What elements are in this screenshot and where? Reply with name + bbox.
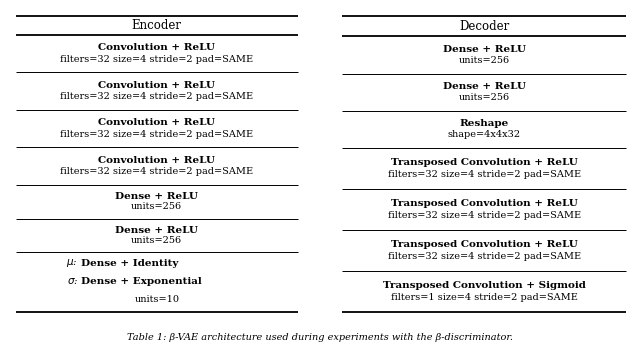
Text: filters=32 size=4 stride=2 pad=SAME: filters=32 size=4 stride=2 pad=SAME [388,211,580,220]
Text: Reshape: Reshape [460,119,509,128]
Text: filters=32 size=4 stride=2 pad=SAME: filters=32 size=4 stride=2 pad=SAME [60,55,253,64]
Text: filters=32 size=4 stride=2 pad=SAME: filters=32 size=4 stride=2 pad=SAME [388,170,580,179]
Text: Convolution + ReLU: Convolution + ReLU [99,156,215,165]
Text: units=256: units=256 [131,202,182,211]
Text: Dense + Identity: Dense + Identity [81,259,179,268]
Text: shape=4x4x32: shape=4x4x32 [447,130,521,139]
Text: Transposed Convolution + ReLU: Transposed Convolution + ReLU [391,240,577,249]
Text: Decoder: Decoder [459,20,509,33]
Text: $\sigma$:: $\sigma$: [67,276,78,286]
Text: Dense + ReLU: Dense + ReLU [443,45,525,54]
Text: filters=32 size=4 stride=2 pad=SAME: filters=32 size=4 stride=2 pad=SAME [60,167,253,176]
Text: Dense + ReLU: Dense + ReLU [115,226,198,235]
Text: Transposed Convolution + ReLU: Transposed Convolution + ReLU [391,157,577,167]
Text: filters=32 size=4 stride=2 pad=SAME: filters=32 size=4 stride=2 pad=SAME [388,252,580,261]
Text: Dense + ReLU: Dense + ReLU [443,82,525,91]
Text: Dense + Exponential: Dense + Exponential [81,277,202,286]
Text: filters=1 size=4 stride=2 pad=SAME: filters=1 size=4 stride=2 pad=SAME [391,293,577,303]
Text: filters=32 size=4 stride=2 pad=SAME: filters=32 size=4 stride=2 pad=SAME [60,130,253,139]
Text: Dense + ReLU: Dense + ReLU [115,192,198,201]
Text: filters=32 size=4 stride=2 pad=SAME: filters=32 size=4 stride=2 pad=SAME [60,92,253,101]
Text: Convolution + ReLU: Convolution + ReLU [99,43,215,52]
Text: Transposed Convolution + ReLU: Transposed Convolution + ReLU [391,199,577,208]
Text: units=256: units=256 [459,56,509,65]
Text: $\mu$:: $\mu$: [67,257,78,269]
Text: Table 1: β-VAE architecture used during experiments with the β-discriminator.: Table 1: β-VAE architecture used during … [127,333,513,342]
Text: units=256: units=256 [459,93,509,102]
Text: Convolution + ReLU: Convolution + ReLU [99,118,215,127]
Text: Encoder: Encoder [132,19,182,32]
Text: Transposed Convolution + Sigmoid: Transposed Convolution + Sigmoid [383,281,586,290]
Text: units=256: units=256 [131,236,182,245]
Text: Convolution + ReLU: Convolution + ReLU [99,81,215,90]
Text: units=10: units=10 [134,295,179,304]
